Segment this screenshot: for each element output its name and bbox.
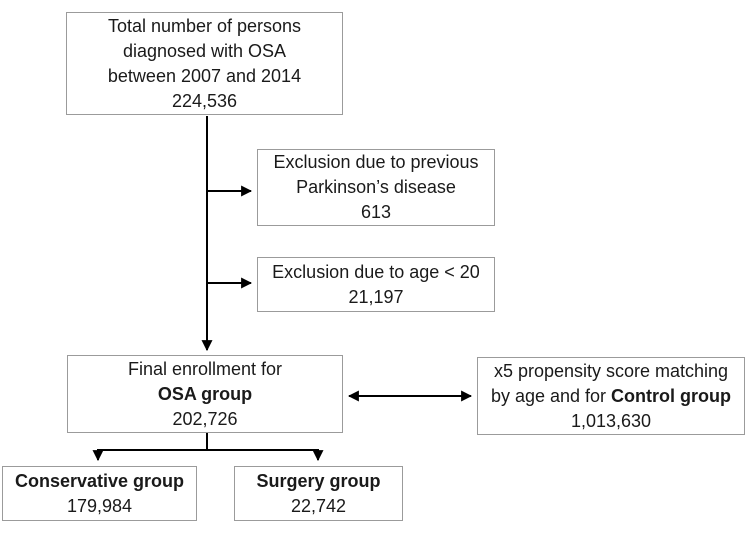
box-surgery-count: 22,742 <box>290 495 347 516</box>
box-final-enrollment-osa-group: Final enrollment for OSA group 202,726 <box>67 355 343 433</box>
box-total-line-1: Total number of persons <box>107 15 302 36</box>
box-conservative-count: 179,984 <box>66 495 133 516</box>
box-matching-group-name: Control group <box>611 385 732 406</box>
box-exclusion-age-count: 21,197 <box>348 286 404 307</box>
box-final-group-name: OSA group <box>157 383 253 404</box>
box-exclusion-parkinsons-line-1: Exclusion due to previous <box>273 152 479 172</box>
box-final-line-1: Final enrollment for <box>127 358 283 379</box>
box-matching-line-1: x5 propensity score matching <box>493 360 729 381</box>
box-matching-count: 1,013,630 <box>570 410 652 431</box>
box-exclusion-parkinsons-line-2: Parkinson’s disease <box>296 177 456 197</box>
box-surgery-group: Surgery group 22,742 <box>234 466 403 521</box>
box-exclusion-parkinsons-count: 613 <box>360 202 392 222</box>
box-total-osa-diagnosed: Total number of persons diagnosed with O… <box>66 12 343 115</box>
box-total-line-2: diagnosed with OSA <box>122 40 287 61</box>
box-conservative-title: Conservative group <box>14 470 185 491</box>
box-final-count: 202,726 <box>172 408 238 429</box>
box-total-count: 224,536 <box>171 90 238 111</box>
box-total-line-3: between 2007 and 2014 <box>107 65 302 86</box>
box-matching-line-2: by age and for Control group <box>491 384 731 409</box>
box-surgery-title: Surgery group <box>256 470 381 491</box>
box-exclusion-parkinsons: Exclusion due to previous Parkinson’s di… <box>257 149 495 226</box>
box-exclusion-age-line-1: Exclusion due to age < 20 <box>272 261 480 282</box>
box-matching-line-2-prefix: by age and for <box>490 385 612 406</box>
box-propensity-matching-control-group: x5 propensity score matching by age and … <box>477 357 745 435</box>
connector-split-to-subgroups <box>98 433 318 451</box>
box-exclusion-age: Exclusion due to age < 20 21,197 <box>257 257 495 312</box>
box-conservative-group: Conservative group 179,984 <box>2 466 197 521</box>
